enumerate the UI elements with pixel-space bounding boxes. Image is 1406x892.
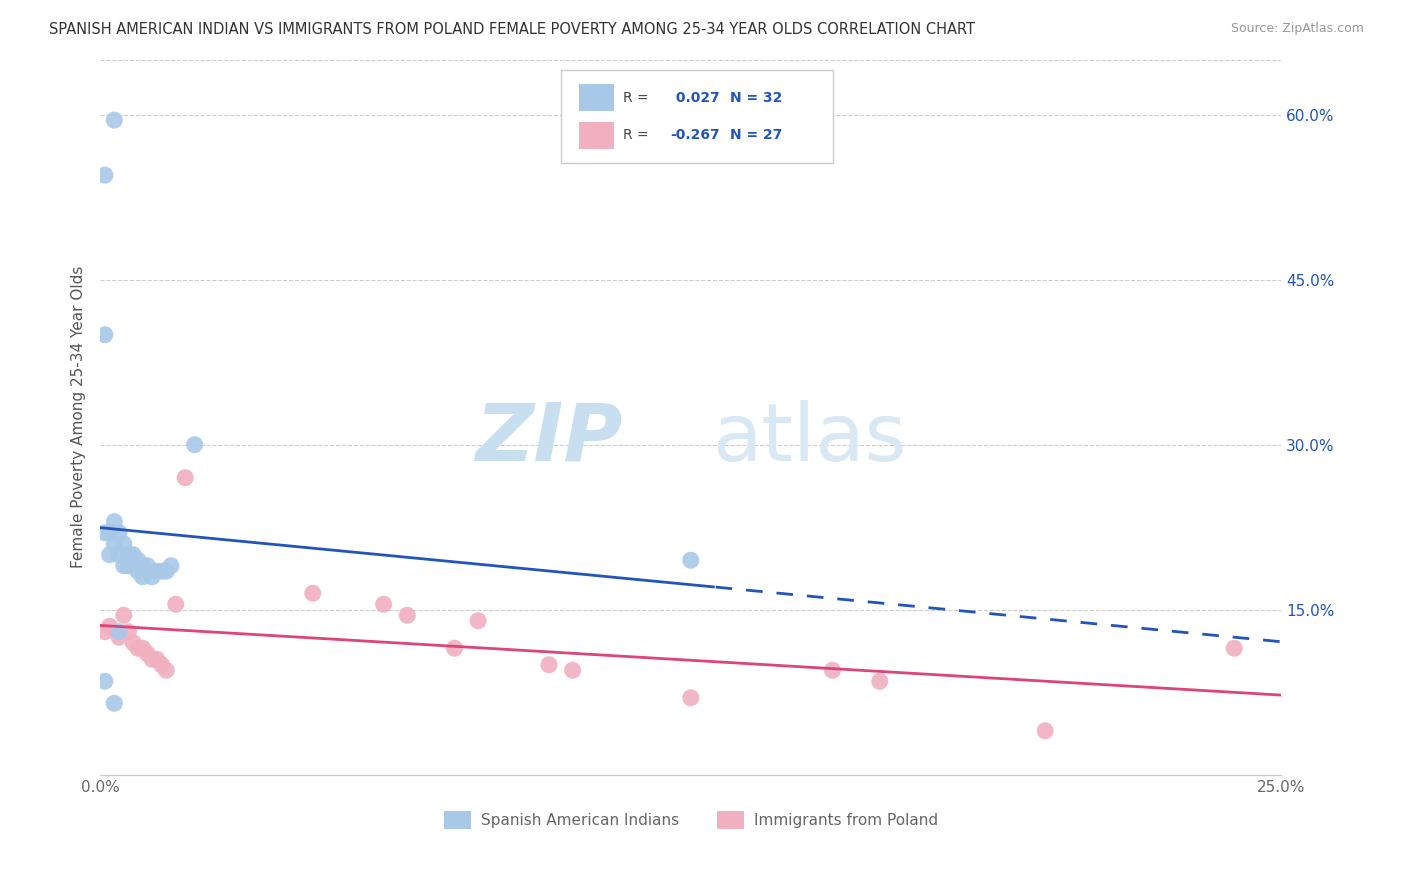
Point: [561, 663, 583, 677]
Point: [155, 564, 177, 578]
Point: [679, 690, 702, 705]
Point: [112, 558, 135, 573]
Point: [94, 624, 117, 639]
Point: [136, 647, 159, 661]
Point: [165, 597, 187, 611]
Point: [98, 525, 121, 540]
Point: [122, 553, 145, 567]
Point: [94, 168, 117, 182]
Point: [136, 558, 159, 573]
Point: [117, 548, 139, 562]
Point: [155, 663, 177, 677]
Y-axis label: Female Poverty Among 25-34 Year Olds: Female Poverty Among 25-34 Year Olds: [72, 266, 86, 568]
Point: [821, 663, 844, 677]
Point: [443, 641, 465, 656]
Point: [150, 564, 173, 578]
Point: [467, 614, 489, 628]
Point: [1033, 723, 1056, 738]
FancyBboxPatch shape: [561, 70, 832, 163]
Point: [537, 657, 560, 672]
Point: [103, 696, 125, 710]
Text: N = 27: N = 27: [730, 128, 782, 143]
Point: [183, 438, 205, 452]
Point: [94, 674, 117, 689]
Point: [146, 564, 169, 578]
Point: [117, 558, 139, 573]
Point: [117, 624, 139, 639]
Text: -0.267: -0.267: [671, 128, 720, 143]
Point: [127, 641, 149, 656]
Point: [679, 553, 702, 567]
Text: atlas: atlas: [711, 400, 905, 477]
Point: [98, 619, 121, 633]
Point: [160, 558, 183, 573]
Point: [150, 657, 173, 672]
Point: [141, 570, 163, 584]
Point: [103, 113, 125, 128]
Point: [301, 586, 323, 600]
Point: [127, 564, 149, 578]
Point: [131, 570, 153, 584]
Point: [122, 636, 145, 650]
Text: 0.027: 0.027: [671, 90, 720, 104]
Point: [94, 327, 117, 342]
Point: [373, 597, 395, 611]
Point: [141, 652, 163, 666]
Bar: [578, 84, 614, 112]
Text: ZIP: ZIP: [475, 400, 623, 477]
Bar: [578, 122, 614, 149]
Point: [108, 630, 131, 644]
Point: [98, 548, 121, 562]
Point: [94, 525, 117, 540]
Point: [127, 553, 149, 567]
Point: [1223, 641, 1246, 656]
Point: [103, 515, 125, 529]
Point: [108, 548, 131, 562]
Text: Source: ZipAtlas.com: Source: ZipAtlas.com: [1230, 22, 1364, 36]
Text: R =: R =: [623, 128, 654, 143]
Text: N = 32: N = 32: [730, 90, 782, 104]
Legend: Spanish American Indians, Immigrants from Poland: Spanish American Indians, Immigrants fro…: [437, 805, 943, 835]
Point: [146, 652, 169, 666]
Point: [136, 564, 159, 578]
Point: [869, 674, 891, 689]
Point: [103, 537, 125, 551]
Text: SPANISH AMERICAN INDIAN VS IMMIGRANTS FROM POLAND FEMALE POVERTY AMONG 25-34 YEA: SPANISH AMERICAN INDIAN VS IMMIGRANTS FR…: [49, 22, 976, 37]
Point: [131, 641, 153, 656]
Point: [108, 525, 131, 540]
Point: [108, 624, 131, 639]
Point: [131, 558, 153, 573]
Point: [112, 608, 135, 623]
Point: [174, 471, 197, 485]
Point: [112, 537, 135, 551]
Point: [122, 548, 145, 562]
Point: [396, 608, 419, 623]
Text: R =: R =: [623, 90, 654, 104]
